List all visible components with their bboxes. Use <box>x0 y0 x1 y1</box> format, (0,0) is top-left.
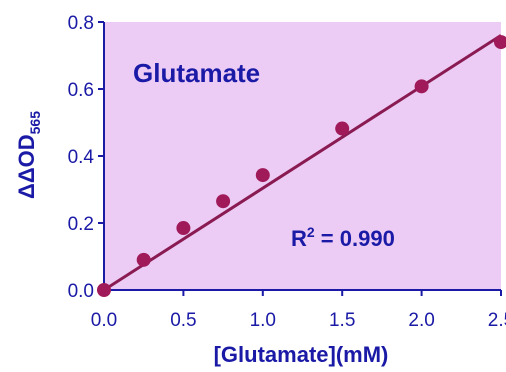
r2-sup: 2 <box>307 224 315 240</box>
y-tick-label: 0.8 <box>68 13 94 34</box>
data-point <box>216 194 231 209</box>
y-tick-label: 0.6 <box>68 80 94 101</box>
data-point <box>335 121 350 136</box>
x-tick-label: 2.5 <box>488 310 506 331</box>
x-tick-label: 1.0 <box>250 310 276 331</box>
data-point <box>255 168 270 183</box>
y-tick-label: 0.4 <box>68 147 95 168</box>
x-tick-label: 0.5 <box>170 310 196 331</box>
x-tick-label: 0.0 <box>91 310 117 331</box>
data-point <box>136 252 151 267</box>
x-tick-label: 2.0 <box>408 310 434 331</box>
data-point <box>414 79 429 94</box>
x-tick-label: 1.5 <box>329 310 355 331</box>
r2-main: R <box>291 226 307 251</box>
y-axis-title-sub: 565 <box>27 111 43 135</box>
tick-group: 0.0 0.5 1.0 1.5 2.0 2.5 0.0 0.2 0.4 0.6 0.8 <box>68 13 506 331</box>
r2-value: = 0.990 <box>315 226 395 251</box>
r-squared-label: R2 = 0.990 <box>291 224 395 251</box>
y-axis-title-main: ΔΔOD <box>14 134 39 199</box>
y-tick-label: 0.2 <box>68 214 94 235</box>
y-tick-label: 0.0 <box>68 281 94 302</box>
data-point <box>97 283 111 297</box>
fit-line <box>103 34 502 292</box>
data-points <box>97 35 506 297</box>
y-axis-title: ΔΔOD565 <box>14 111 43 199</box>
x-axis-title: [Glutamate](mM) <box>214 342 389 367</box>
data-point <box>176 221 191 236</box>
chart-title: Glutamate <box>133 58 260 88</box>
plot-area <box>104 22 501 290</box>
data-point <box>494 35 506 50</box>
